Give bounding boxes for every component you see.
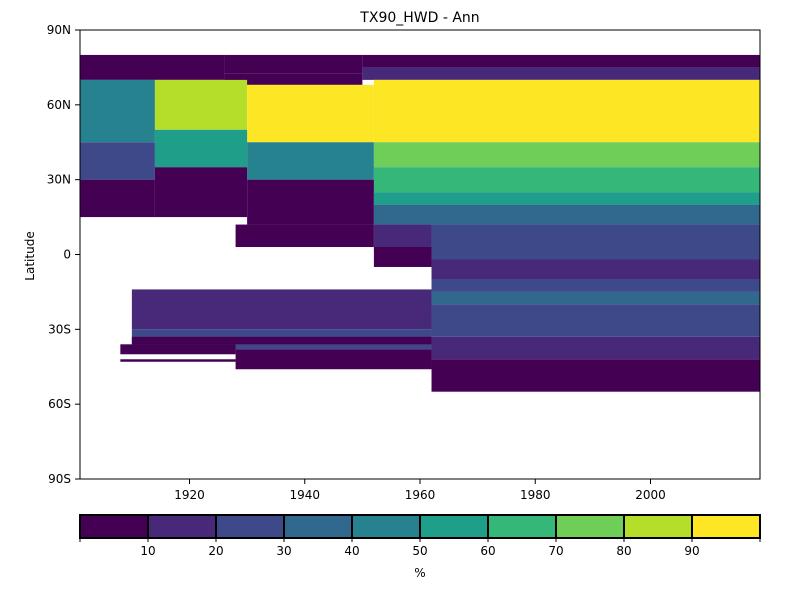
colorbar-swatch [624,515,692,538]
x-tick-label: 1920 [174,488,205,502]
heatmap-cell [120,344,236,355]
heatmap-cell [80,79,155,143]
colorbar-swatch [80,515,148,538]
heatmap-cell [235,224,374,248]
heatmap-cell [431,279,760,292]
heatmap-cell [362,67,760,80]
heatmap-cell [154,167,248,218]
heatmap-cell [431,224,760,260]
heatmap-cell [80,54,225,80]
heatmap-cell [154,129,248,168]
heatmap-cell [373,192,760,205]
colorbar-tick-label: 70 [548,544,563,558]
y-tick-label: 30N [47,173,71,187]
plot-area: 1920 1940 1960 1980 2000 90N 60N 30N 0 30S 60S 90S [47,23,761,502]
colorbar-tick-label: 90 [684,544,699,558]
colorbar-swatch [692,515,760,538]
heatmap-cell [373,79,760,143]
heatmap-cell [431,259,760,280]
colorbar-tick-label: 80 [616,544,631,558]
colorbar-label: % [414,566,425,580]
colorbar-swatch [148,515,216,538]
colorbar-tick-label: 40 [344,544,359,558]
x-tick-label: 1960 [405,488,436,502]
heatmap-cell [247,179,374,225]
colorbar-swatch [420,515,488,538]
heatmap-cell [247,84,374,143]
heatmap-cell [431,304,760,337]
colorbar-tick-label: 20 [208,544,223,558]
colorbar-swatch [284,515,352,538]
y-tick-label: 0 [63,248,71,262]
heatmap-cell [120,359,236,362]
y-tick-label: 60S [48,397,71,411]
heatmap-cell [362,54,760,68]
colorbar: 10 20 30 40 50 60 70 80 90 [79,514,761,558]
heatmap-cell [235,349,432,370]
heatmap-cell [431,291,760,305]
heatmap-cell [247,142,374,180]
y-tick-label: 60N [47,98,71,112]
y-tick-label: 90S [48,472,71,486]
heatmap-cell [373,247,432,267]
x-tick-label: 1980 [520,488,551,502]
colorbar-swatch [556,515,624,538]
colorbar-tick-label: 50 [412,544,427,558]
heatmap-cell [80,179,155,218]
colorbar-tick-label: 10 [140,544,155,558]
colorbar-swatch [216,515,284,538]
heatmap-cell [224,54,363,74]
y-tick-label: 90N [47,23,71,37]
heatmap-cell [373,142,760,168]
y-axis-label: Latitude [23,231,37,280]
chart-title: TX90_HWD - Ann [359,10,479,26]
heatmap-cell [80,142,155,180]
heatmap-cell [431,336,760,360]
colorbar-tick-label: 30 [276,544,291,558]
heatmap-cell [131,289,432,330]
x-tick-label: 2000 [635,488,666,502]
heatmap-cell [373,167,760,193]
colorbar-swatch [488,515,556,538]
heatmap-cell [431,359,760,392]
x-tick-label: 1940 [289,488,320,502]
heatmap-cell [373,224,432,250]
colorbar-swatch [352,515,420,538]
heatmap-cell [154,79,248,130]
colorbar-tick-label: 60 [480,544,495,558]
heatmap-cell [373,204,760,225]
y-tick-label: 30S [48,322,71,336]
heatmap-cell [224,73,363,85]
heatmap-cell [131,336,432,345]
